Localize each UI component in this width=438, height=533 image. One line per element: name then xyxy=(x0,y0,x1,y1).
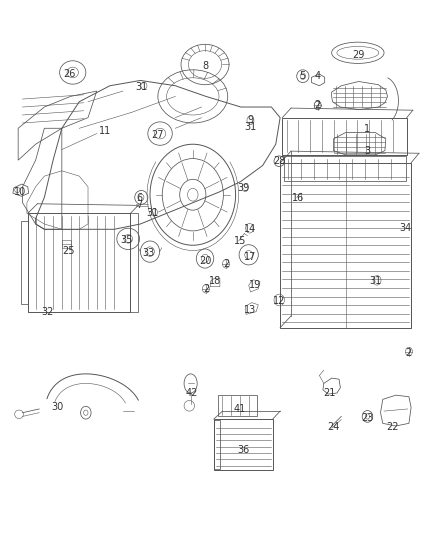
Text: 31: 31 xyxy=(244,122,257,132)
Bar xyxy=(218,395,257,416)
Text: 21: 21 xyxy=(323,388,335,398)
Text: 17: 17 xyxy=(244,252,257,262)
Text: 18: 18 xyxy=(208,277,221,286)
Text: 20: 20 xyxy=(199,256,211,266)
Text: 39: 39 xyxy=(237,183,250,193)
Text: 11: 11 xyxy=(99,126,112,136)
Text: 27: 27 xyxy=(152,130,164,140)
Text: 6: 6 xyxy=(137,193,143,204)
Bar xyxy=(284,156,406,181)
Text: 25: 25 xyxy=(62,246,74,255)
Text: 26: 26 xyxy=(64,69,76,79)
Text: 10: 10 xyxy=(14,187,26,197)
Text: 2: 2 xyxy=(203,284,209,294)
Text: 23: 23 xyxy=(361,413,374,423)
Bar xyxy=(214,420,220,469)
Text: 32: 32 xyxy=(42,306,54,317)
Text: 13: 13 xyxy=(244,305,257,315)
Text: 8: 8 xyxy=(203,61,209,70)
Text: 2: 2 xyxy=(405,348,412,358)
Text: 36: 36 xyxy=(237,445,249,455)
Text: 30: 30 xyxy=(51,402,64,413)
Bar xyxy=(62,240,71,248)
Text: 33: 33 xyxy=(142,248,154,258)
Bar xyxy=(283,118,407,155)
Text: 3: 3 xyxy=(364,146,371,156)
Text: 31: 31 xyxy=(369,277,381,286)
Text: 14: 14 xyxy=(244,224,257,235)
Text: 9: 9 xyxy=(247,115,254,125)
Text: 29: 29 xyxy=(353,50,365,60)
Bar xyxy=(131,213,138,312)
Text: 31: 31 xyxy=(146,208,159,219)
Text: 22: 22 xyxy=(386,422,399,432)
Text: 31: 31 xyxy=(135,82,148,92)
Text: 2: 2 xyxy=(223,259,229,269)
Bar xyxy=(28,213,131,312)
Bar xyxy=(214,419,273,470)
Text: 4: 4 xyxy=(314,71,321,81)
Text: 1: 1 xyxy=(364,124,371,134)
Text: 35: 35 xyxy=(120,235,133,245)
Text: 7: 7 xyxy=(136,200,143,211)
Bar xyxy=(21,221,28,304)
Text: 28: 28 xyxy=(273,156,286,166)
Text: 34: 34 xyxy=(400,223,412,233)
Text: 41: 41 xyxy=(234,404,246,414)
Text: 42: 42 xyxy=(186,388,198,398)
Text: 16: 16 xyxy=(291,193,304,204)
Bar xyxy=(280,163,411,328)
Text: 2: 2 xyxy=(314,100,321,110)
Text: 19: 19 xyxy=(249,280,261,290)
Text: 5: 5 xyxy=(299,71,305,81)
Text: 12: 12 xyxy=(273,296,286,306)
Text: 24: 24 xyxy=(327,422,339,432)
Text: 15: 15 xyxy=(234,236,246,246)
